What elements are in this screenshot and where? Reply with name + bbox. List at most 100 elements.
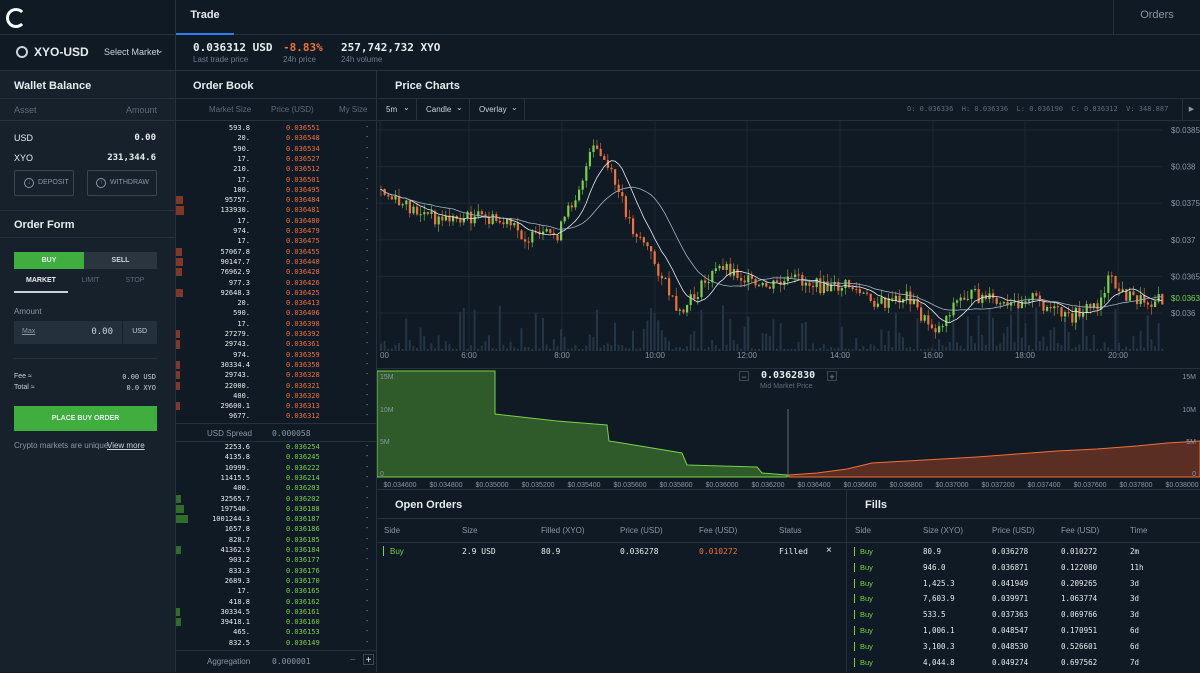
bid-row[interactable]: 828.7 0.036185 - [176, 535, 376, 545]
ask-row[interactable]: 29743. 0.036361 - [176, 339, 376, 349]
ask-row[interactable]: 57067.8 0.036455 - [176, 247, 376, 257]
ask-row[interactable]: 90147.7 0.036440 - [176, 257, 376, 267]
bid-row[interactable]: 39418.1 0.036160 - [176, 617, 376, 627]
mid-minus-button[interactable]: − [739, 371, 749, 382]
candle-body [549, 229, 552, 233]
candle-body [812, 285, 815, 288]
ask-row[interactable]: 17. 0.036501 - [176, 175, 376, 185]
candlestick-chart[interactable]: $0.0385 $0.038 $0.0375 $0.037 $0.0365 $0.036 0… [377, 121, 1200, 361]
fill-price: 0.048547 [992, 626, 1029, 635]
logo[interactable] [0, 0, 176, 34]
row-price: 0.036328 [286, 371, 320, 380]
ask-row[interactable]: 17. 0.036475 - [176, 236, 376, 246]
table-row[interactable]: Buy 7,603.9 0.039971 1.063774 3d [847, 591, 1200, 607]
interval-select[interactable]: 5m ⌄ [377, 99, 417, 120]
bid-row[interactable]: 1657.8 0.036186 - [176, 524, 376, 534]
candle-body [1132, 291, 1135, 296]
ask-row[interactable]: 17. 0.036398 - [176, 319, 376, 329]
table-row[interactable]: Buy 80.9 0.036278 0.010272 2m [847, 544, 1200, 560]
ask-row[interactable]: 210. 0.036512 - [176, 164, 376, 174]
bid-row[interactable]: 833.3 0.036176 - [176, 566, 376, 576]
ask-row[interactable]: 590. 0.036534 - [176, 144, 376, 154]
bid-row[interactable]: 2253.6 0.036254 - [176, 442, 376, 452]
amount-input[interactable]: Max 0.00 USD [14, 321, 157, 344]
ask-row[interactable]: 400. 0.036320 - [176, 391, 376, 401]
ask-row[interactable]: 977.3 0.036426 - [176, 278, 376, 288]
volume-bar [830, 346, 832, 351]
ask-row[interactable]: 100. 0.036495 - [176, 185, 376, 195]
ask-row[interactable]: 30334.4 0.036358 - [176, 360, 376, 370]
ask-row[interactable]: 20. 0.036548 - [176, 133, 376, 143]
bid-row[interactable]: 10999. 0.036222 - [176, 463, 376, 473]
ask-row[interactable]: 27279. 0.036392 - [176, 329, 376, 339]
candle-body [858, 289, 861, 294]
sell-tab[interactable]: SELL [84, 252, 157, 269]
ask-row[interactable]: 593.8 0.036551 - [176, 123, 376, 133]
candle-body [574, 200, 577, 208]
market-selector[interactable]: XYO-USD Select Market ⌄ [0, 35, 176, 70]
chart-expand-icon[interactable]: ▶ [1182, 99, 1200, 120]
overlay-select[interactable]: Overlay ⌄ [470, 99, 525, 120]
ask-row[interactable]: 29600.1 0.036313 - [176, 401, 376, 411]
ask-row[interactable]: 9677. 0.036312 - [176, 411, 376, 421]
ask-row[interactable]: 20. 0.036413 - [176, 298, 376, 308]
side-marker [854, 578, 855, 588]
depth-chart[interactable]: 15M 10M 5M 0 15M 10M 5M 0 $0.034600 $0.034800 $0.0… [377, 368, 1200, 489]
table-row[interactable]: Buy 1,425.3 0.041949 0.209265 3d [847, 576, 1200, 592]
bid-row[interactable]: 32565.7 0.036202 - [176, 494, 376, 504]
ask-row[interactable]: 974. 0.036359 - [176, 350, 376, 360]
bid-row[interactable]: 1001244.3 0.036187 - [176, 514, 376, 524]
chart-style-select[interactable]: Candle ⌄ [417, 99, 470, 120]
candle-body [945, 315, 948, 327]
fill-size: 3,100.3 [923, 641, 955, 651]
place-buy-order-button[interactable]: PLACE BUY ORDER [14, 406, 157, 431]
bid-row[interactable]: 400. 0.036203 - [176, 483, 376, 493]
tab-orders[interactable]: Orders [1113, 0, 1200, 34]
bid-row[interactable]: 2689.3 0.036170 - [176, 576, 376, 586]
stop-tab[interactable]: STOP [125, 277, 145, 284]
buy-tab[interactable]: BUY [14, 252, 84, 269]
bid-row[interactable]: 17. 0.036165 - [176, 586, 376, 596]
max-link[interactable]: Max [22, 328, 36, 335]
close-icon[interactable]: × [826, 545, 832, 556]
ask-row[interactable]: 22000. 0.036321 - [176, 381, 376, 391]
bid-row[interactable]: 832.5 0.036149 - [176, 638, 376, 648]
table-row[interactable]: Buy 4,044.8 0.049274 0.697562 7d [847, 655, 1200, 671]
ask-row[interactable]: 17. 0.036527 - [176, 154, 376, 164]
ask-row[interactable]: 29743. 0.036328 - [176, 370, 376, 380]
ask-row[interactable]: 92648.3 0.036425 - [176, 288, 376, 298]
bid-row[interactable]: 41362.9 0.036184 - [176, 545, 376, 555]
ask-row[interactable]: 76962.9 0.036428 - [176, 267, 376, 277]
tab-trade[interactable]: Trade [176, 0, 234, 35]
ask-row[interactable]: 133930. 0.036481 - [176, 205, 376, 215]
deposit-button[interactable]: ↓ DEPOSIT [14, 170, 74, 196]
bid-row[interactable]: 11415.5 0.036214 - [176, 473, 376, 483]
bid-row[interactable]: 197540. 0.036188 - [176, 504, 376, 514]
row-size: 590. [233, 309, 250, 318]
table-row[interactable]: Buy 946.0 0.036871 0.122080 11h [847, 560, 1200, 576]
bid-row[interactable]: 903.2 0.036177 - [176, 555, 376, 565]
ask-row[interactable]: 95757. 0.036484 - [176, 195, 376, 205]
withdraw-button[interactable]: ↑ WITHDRAW [87, 170, 157, 196]
table-row[interactable]: Buy 533.5 0.037363 0.069766 3d [847, 607, 1200, 623]
bid-row[interactable]: 465. 0.036153 - [176, 627, 376, 637]
ask-row[interactable]: 590. 0.036406 - [176, 308, 376, 318]
aggregation-minus-button[interactable]: − [350, 655, 356, 666]
bid-row[interactable]: 30334.5 0.036161 - [176, 607, 376, 617]
aggregation-plus-button[interactable]: + [363, 654, 374, 666]
bid-row[interactable]: 4135.8 0.036245 - [176, 452, 376, 462]
table-row[interactable]: Buy 2.9 USD 80.9 0.036278 0.010272 Fille… [377, 544, 846, 560]
table-row[interactable]: Buy 1,006.1 0.048547 0.170951 6d [847, 623, 1200, 639]
candle-body [912, 299, 915, 305]
ask-row[interactable]: 974. 0.036479 - [176, 226, 376, 236]
candle-body [621, 192, 624, 197]
mid-plus-button[interactable]: + [827, 371, 837, 382]
table-row[interactable]: Buy 3,100.3 0.048530 0.526601 6d [847, 639, 1200, 655]
volume-bar [473, 309, 476, 351]
ask-row[interactable]: 17. 0.036480 - [176, 216, 376, 226]
volume-bar [466, 348, 469, 351]
limit-tab[interactable]: LIMIT [81, 277, 100, 284]
market-tab[interactable]: MARKET [14, 277, 68, 293]
view-more-link[interactable]: View more [107, 441, 145, 450]
bid-row[interactable]: 418.8 0.036162 - [176, 597, 376, 607]
